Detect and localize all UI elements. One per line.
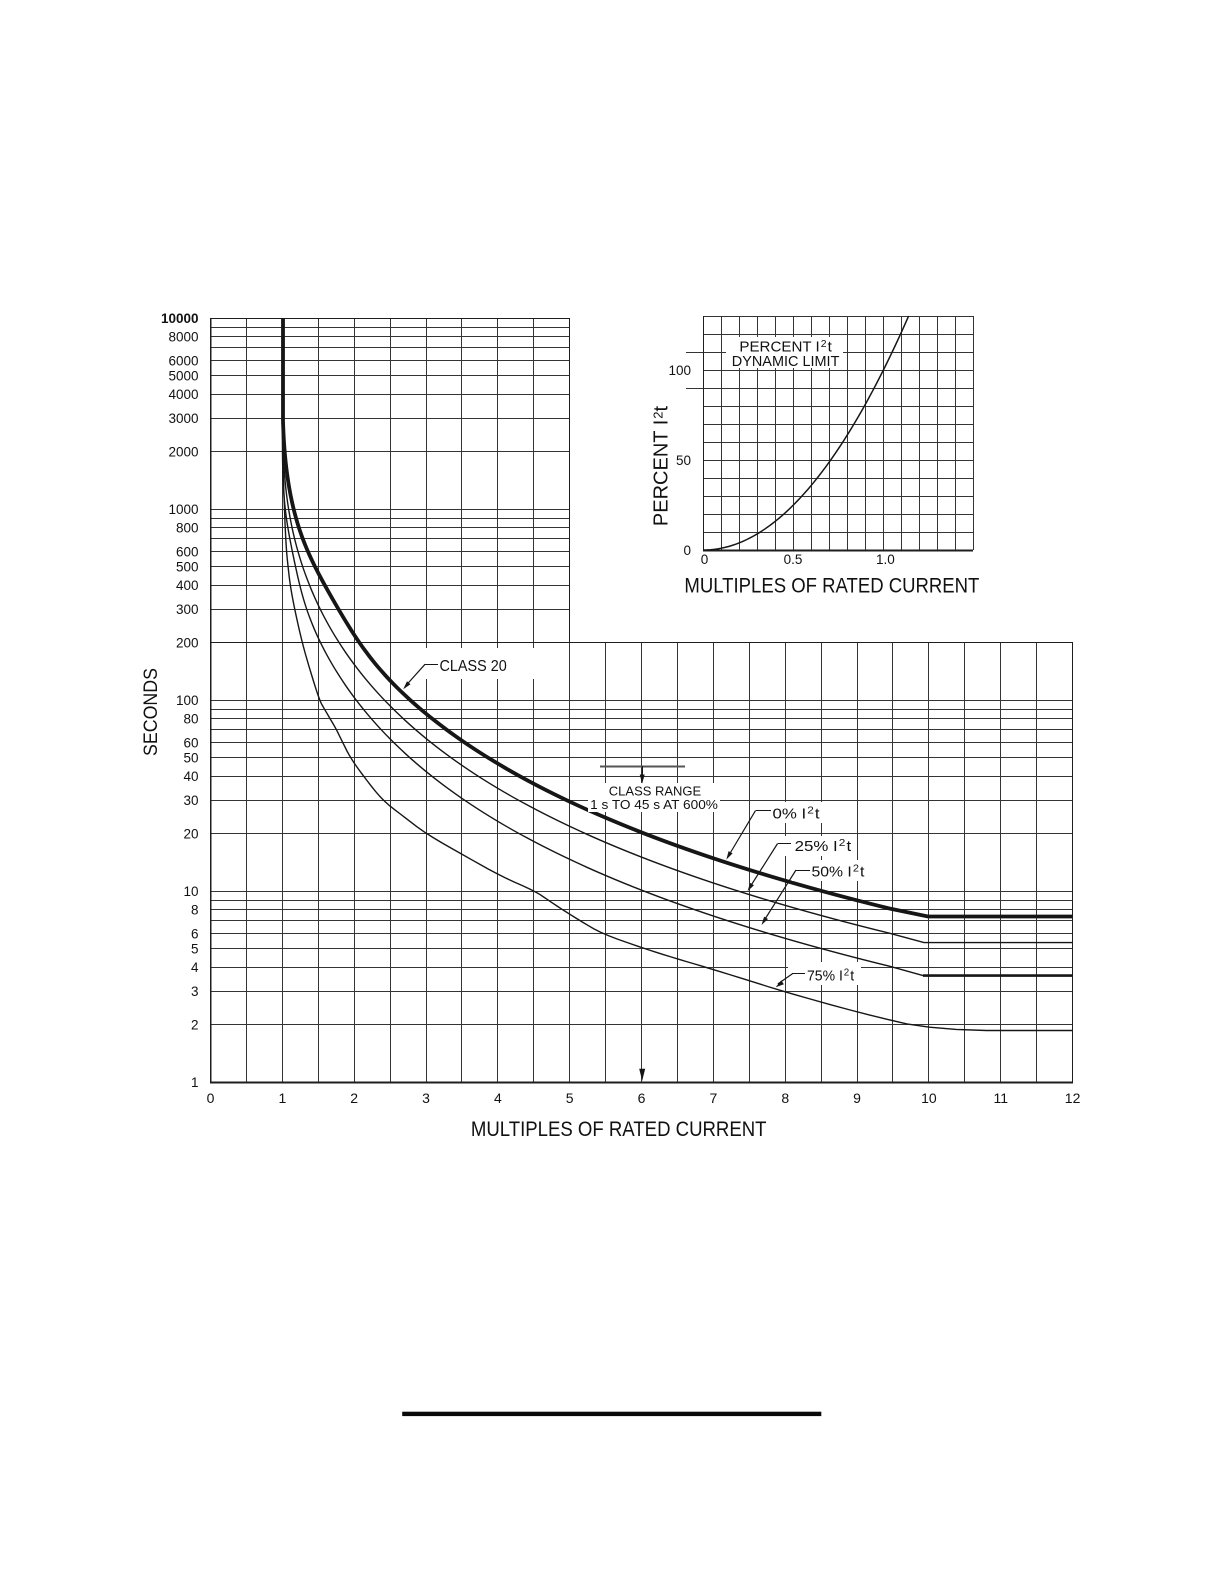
svg-text:7: 7 (709, 1090, 717, 1106)
svg-text:6: 6 (638, 1090, 646, 1106)
svg-text:2: 2 (350, 1090, 358, 1106)
svg-text:11: 11 (993, 1090, 1008, 1106)
svg-text:1: 1 (191, 1075, 199, 1090)
svg-text:3000: 3000 (168, 411, 198, 426)
svg-text:80: 80 (183, 712, 198, 727)
svg-text:8: 8 (191, 903, 199, 918)
svg-text:100: 100 (668, 363, 691, 378)
svg-text:0: 0 (683, 543, 691, 558)
svg-text:10: 10 (921, 1090, 937, 1106)
svg-text:1000: 1000 (168, 502, 198, 517)
svg-text:PERCENT I2t: PERCENT I2t (651, 406, 673, 527)
svg-text:1 s TO 45 s AT 600%: 1 s TO 45 s AT 600% (590, 797, 718, 812)
svg-text:MULTIPLES OF RATED CURRENT: MULTIPLES OF RATED CURRENT (684, 574, 979, 597)
svg-text:10000: 10000 (161, 311, 199, 326)
svg-text:300: 300 (176, 602, 199, 617)
svg-text:1.0: 1.0 (876, 552, 895, 567)
svg-text:50: 50 (183, 751, 198, 766)
svg-text:5: 5 (191, 942, 199, 957)
svg-text:CLASS RANGE: CLASS RANGE (609, 784, 702, 799)
svg-text:6000: 6000 (168, 353, 198, 368)
svg-text:DYNAMIC LIMIT: DYNAMIC LIMIT (732, 354, 840, 370)
svg-text:5: 5 (566, 1090, 574, 1106)
svg-text:10: 10 (183, 884, 198, 899)
svg-text:100: 100 (176, 693, 199, 708)
svg-text:PERCENT I2t: PERCENT I2t (739, 339, 831, 356)
svg-text:8: 8 (781, 1090, 789, 1106)
svg-text:400: 400 (176, 578, 199, 593)
svg-text:20: 20 (183, 827, 198, 842)
svg-text:0.5: 0.5 (784, 552, 803, 567)
svg-text:500: 500 (176, 560, 199, 575)
svg-text:4: 4 (191, 960, 199, 975)
svg-text:5000: 5000 (168, 369, 198, 384)
svg-text:MULTIPLES OF RATED CURRENT: MULTIPLES OF RATED CURRENT (471, 1118, 767, 1141)
svg-text:0: 0 (701, 552, 709, 567)
svg-text:CLASS 20: CLASS 20 (440, 658, 507, 675)
svg-text:600: 600 (176, 544, 199, 559)
svg-text:9: 9 (853, 1090, 861, 1106)
svg-text:8000: 8000 (168, 330, 198, 345)
svg-text:30: 30 (183, 793, 198, 808)
svg-text:800: 800 (176, 521, 199, 536)
svg-text:0: 0 (207, 1090, 215, 1106)
svg-text:3: 3 (191, 984, 199, 999)
svg-text:60: 60 (183, 735, 198, 750)
svg-text:4000: 4000 (168, 387, 198, 402)
svg-text:2000: 2000 (168, 445, 198, 460)
svg-text:4: 4 (494, 1090, 502, 1106)
svg-text:1: 1 (278, 1090, 286, 1106)
svg-text:12: 12 (1065, 1090, 1081, 1106)
svg-text:200: 200 (176, 636, 199, 651)
svg-text:40: 40 (183, 769, 198, 784)
svg-text:6: 6 (191, 926, 199, 941)
svg-text:3: 3 (422, 1090, 430, 1106)
svg-text:2: 2 (191, 1018, 199, 1033)
svg-text:SECONDS: SECONDS (141, 668, 162, 756)
svg-text:50: 50 (676, 453, 691, 468)
